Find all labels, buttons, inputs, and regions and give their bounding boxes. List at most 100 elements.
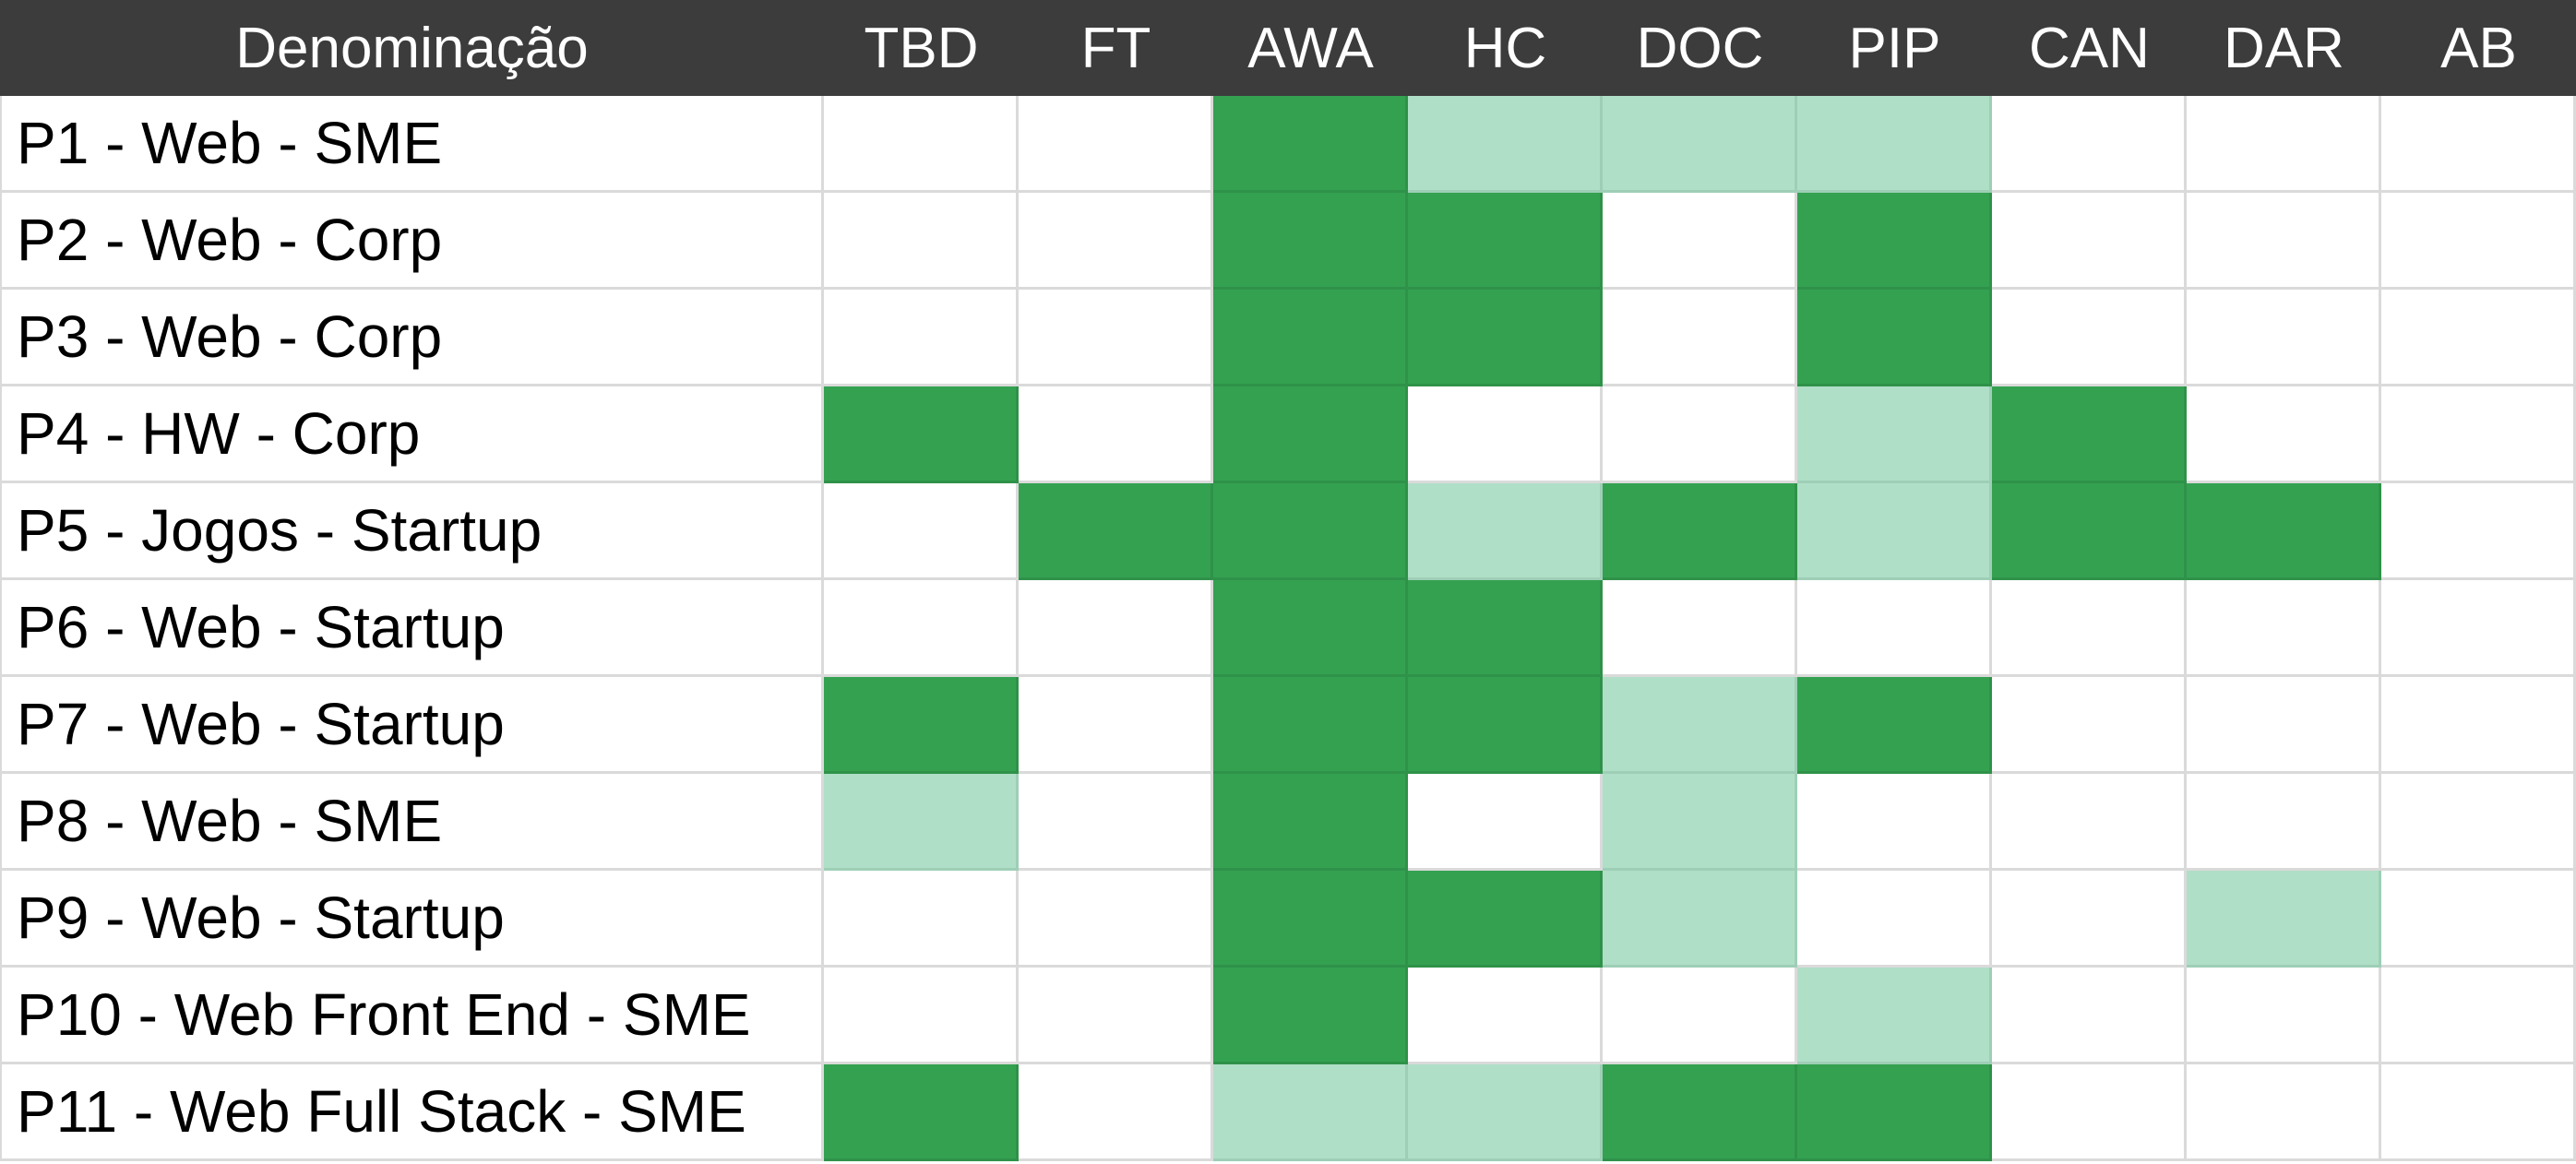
heat-cell-doc[interactable] bbox=[1603, 774, 1797, 871]
row-name-cell[interactable]: P1 - Web - SME bbox=[0, 96, 824, 193]
row-name-cell[interactable]: P5 - Jogos - Startup bbox=[0, 483, 824, 580]
heat-cell-ab[interactable] bbox=[2381, 677, 2576, 774]
heat-cell-can[interactable] bbox=[1992, 193, 2187, 290]
heat-cell-tbd[interactable] bbox=[824, 677, 1019, 774]
heat-cell-ft[interactable] bbox=[1019, 968, 1213, 1064]
heat-cell-tbd[interactable] bbox=[824, 96, 1019, 193]
column-header-can[interactable]: CAN bbox=[1992, 0, 2187, 96]
heat-cell-dar[interactable] bbox=[2187, 677, 2381, 774]
heat-cell-dar[interactable] bbox=[2187, 871, 2381, 968]
heat-cell-dar[interactable] bbox=[2187, 968, 2381, 1064]
row-name-cell[interactable]: P11 - Web Full Stack - SME bbox=[0, 1064, 824, 1161]
heat-cell-pip[interactable] bbox=[1797, 193, 1992, 290]
column-header-doc[interactable]: DOC bbox=[1603, 0, 1797, 96]
heat-cell-ft[interactable] bbox=[1019, 677, 1213, 774]
heat-cell-ft[interactable] bbox=[1019, 386, 1213, 483]
heat-cell-tbd[interactable] bbox=[824, 1064, 1019, 1161]
heat-cell-can[interactable] bbox=[1992, 483, 2187, 580]
heat-cell-tbd[interactable] bbox=[824, 193, 1019, 290]
heat-cell-pip[interactable] bbox=[1797, 580, 1992, 677]
heat-cell-hc[interactable] bbox=[1408, 386, 1603, 483]
heat-cell-awa[interactable] bbox=[1213, 193, 1408, 290]
row-name-cell[interactable]: P10 - Web Front End - SME bbox=[0, 968, 824, 1064]
heat-cell-can[interactable] bbox=[1992, 677, 2187, 774]
heat-cell-doc[interactable] bbox=[1603, 96, 1797, 193]
row-name-cell[interactable]: P8 - Web - SME bbox=[0, 774, 824, 871]
heat-cell-awa[interactable] bbox=[1213, 677, 1408, 774]
row-name-cell[interactable]: P2 - Web - Corp bbox=[0, 193, 824, 290]
heat-cell-doc[interactable] bbox=[1603, 871, 1797, 968]
row-name-cell[interactable]: P7 - Web - Startup bbox=[0, 677, 824, 774]
heat-cell-can[interactable] bbox=[1992, 774, 2187, 871]
heat-cell-pip[interactable] bbox=[1797, 774, 1992, 871]
heat-cell-dar[interactable] bbox=[2187, 774, 2381, 871]
heat-cell-pip[interactable] bbox=[1797, 96, 1992, 193]
heat-cell-pip[interactable] bbox=[1797, 677, 1992, 774]
heat-cell-ft[interactable] bbox=[1019, 193, 1213, 290]
heat-cell-can[interactable] bbox=[1992, 1064, 2187, 1161]
heat-cell-dar[interactable] bbox=[2187, 1064, 2381, 1161]
heat-cell-ft[interactable] bbox=[1019, 96, 1213, 193]
heat-cell-can[interactable] bbox=[1992, 871, 2187, 968]
heat-cell-dar[interactable] bbox=[2187, 580, 2381, 677]
heat-cell-pip[interactable] bbox=[1797, 483, 1992, 580]
heat-cell-hc[interactable] bbox=[1408, 96, 1603, 193]
heat-cell-ft[interactable] bbox=[1019, 871, 1213, 968]
heat-cell-doc[interactable] bbox=[1603, 580, 1797, 677]
heat-cell-hc[interactable] bbox=[1408, 193, 1603, 290]
heat-cell-can[interactable] bbox=[1992, 96, 2187, 193]
row-name-cell[interactable]: P9 - Web - Startup bbox=[0, 871, 824, 968]
heat-cell-awa[interactable] bbox=[1213, 774, 1408, 871]
heat-cell-ab[interactable] bbox=[2381, 968, 2576, 1064]
heat-cell-ab[interactable] bbox=[2381, 290, 2576, 386]
heat-cell-ft[interactable] bbox=[1019, 774, 1213, 871]
heat-cell-hc[interactable] bbox=[1408, 774, 1603, 871]
heat-cell-pip[interactable] bbox=[1797, 871, 1992, 968]
heat-cell-dar[interactable] bbox=[2187, 483, 2381, 580]
heat-cell-awa[interactable] bbox=[1213, 290, 1408, 386]
heat-cell-ab[interactable] bbox=[2381, 1064, 2576, 1161]
heat-cell-dar[interactable] bbox=[2187, 290, 2381, 386]
heat-cell-tbd[interactable] bbox=[824, 774, 1019, 871]
column-header-ft[interactable]: FT bbox=[1019, 0, 1213, 96]
heat-cell-awa[interactable] bbox=[1213, 96, 1408, 193]
heat-cell-pip[interactable] bbox=[1797, 290, 1992, 386]
heat-cell-ab[interactable] bbox=[2381, 386, 2576, 483]
heat-cell-awa[interactable] bbox=[1213, 1064, 1408, 1161]
heat-cell-doc[interactable] bbox=[1603, 677, 1797, 774]
heat-cell-tbd[interactable] bbox=[824, 290, 1019, 386]
heat-cell-pip[interactable] bbox=[1797, 968, 1992, 1064]
column-header-ab[interactable]: AB bbox=[2381, 0, 2576, 96]
heat-cell-doc[interactable] bbox=[1603, 290, 1797, 386]
heat-cell-dar[interactable] bbox=[2187, 193, 2381, 290]
heat-cell-hc[interactable] bbox=[1408, 580, 1603, 677]
heat-cell-hc[interactable] bbox=[1408, 290, 1603, 386]
heat-cell-awa[interactable] bbox=[1213, 871, 1408, 968]
heat-cell-ab[interactable] bbox=[2381, 193, 2576, 290]
header-denominacao[interactable]: Denominação bbox=[0, 0, 824, 96]
heat-cell-ft[interactable] bbox=[1019, 290, 1213, 386]
heat-cell-ab[interactable] bbox=[2381, 483, 2576, 580]
heat-cell-tbd[interactable] bbox=[824, 580, 1019, 677]
heat-cell-awa[interactable] bbox=[1213, 580, 1408, 677]
heat-cell-ab[interactable] bbox=[2381, 96, 2576, 193]
column-header-dar[interactable]: DAR bbox=[2187, 0, 2381, 96]
heat-cell-ft[interactable] bbox=[1019, 483, 1213, 580]
heat-cell-awa[interactable] bbox=[1213, 968, 1408, 1064]
heat-cell-dar[interactable] bbox=[2187, 96, 2381, 193]
heat-cell-doc[interactable] bbox=[1603, 1064, 1797, 1161]
heat-cell-tbd[interactable] bbox=[824, 968, 1019, 1064]
heat-cell-hc[interactable] bbox=[1408, 677, 1603, 774]
heat-cell-awa[interactable] bbox=[1213, 386, 1408, 483]
heat-cell-dar[interactable] bbox=[2187, 386, 2381, 483]
heat-cell-can[interactable] bbox=[1992, 968, 2187, 1064]
column-header-hc[interactable]: HC bbox=[1408, 0, 1603, 96]
heat-cell-tbd[interactable] bbox=[824, 871, 1019, 968]
heat-cell-pip[interactable] bbox=[1797, 1064, 1992, 1161]
heat-cell-ab[interactable] bbox=[2381, 871, 2576, 968]
heat-cell-awa[interactable] bbox=[1213, 483, 1408, 580]
row-name-cell[interactable]: P6 - Web - Startup bbox=[0, 580, 824, 677]
heat-cell-hc[interactable] bbox=[1408, 483, 1603, 580]
heat-cell-hc[interactable] bbox=[1408, 1064, 1603, 1161]
column-header-pip[interactable]: PIP bbox=[1797, 0, 1992, 96]
